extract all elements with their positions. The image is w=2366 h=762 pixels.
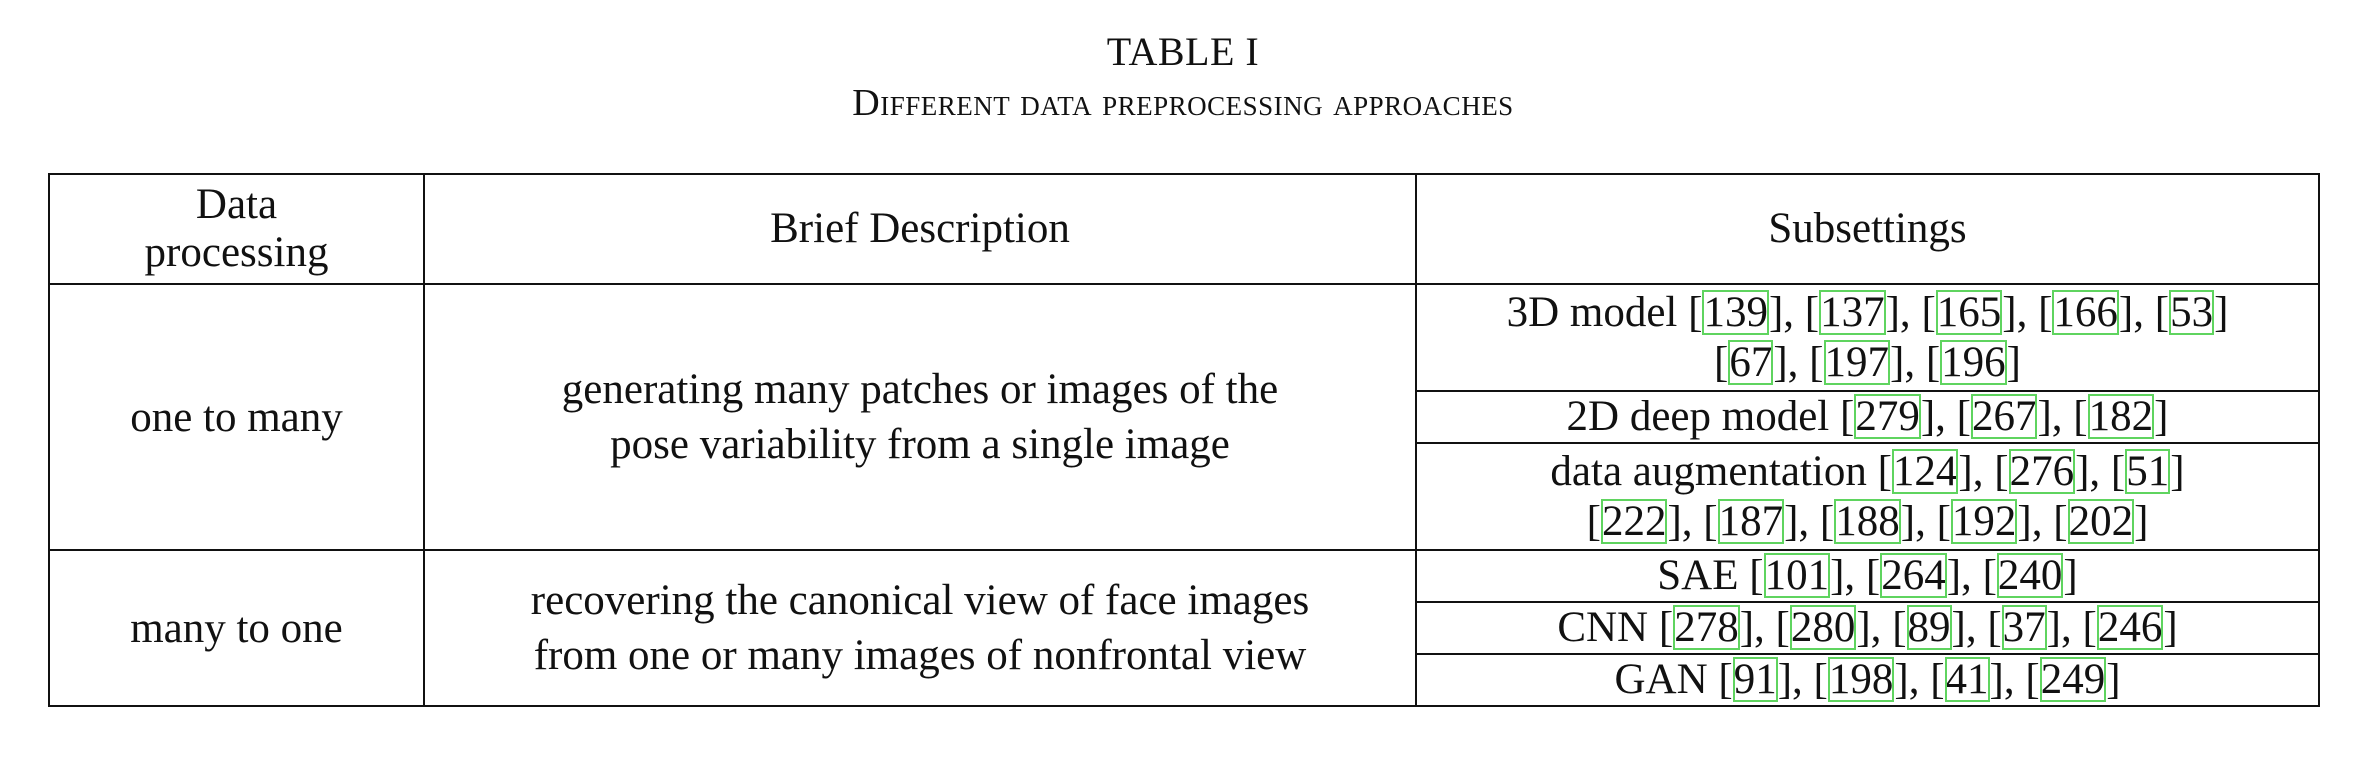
- header-line: Data: [195, 181, 278, 228]
- subsetting-label: 3D model: [1506, 288, 1678, 336]
- table-row: many to one recovering the canonical view…: [48, 549, 2320, 707]
- table-row: GAN [91], [198], [41], [249]: [49, 653, 2320, 707]
- citation-link[interactable]: 101: [1763, 552, 1831, 599]
- table-label: TABLE I: [1106, 29, 1260, 74]
- data-processing-cell: one to many: [48, 283, 425, 551]
- description-cell: recovering the canonical view of face im…: [423, 549, 1417, 707]
- citation-link[interactable]: 278: [1673, 604, 1740, 651]
- subsetting-cell: GAN [91], [198], [41], [249]: [1415, 653, 2320, 707]
- description-line: from one or many images of nonfrontal vi…: [533, 632, 1307, 679]
- table-body: one to many generating many patches or im…: [48, 283, 2320, 707]
- description-cell: generating many patches or images of the…: [423, 283, 1417, 551]
- citation-link[interactable]: 249: [2039, 656, 2107, 703]
- citation-link[interactable]: 264: [1880, 552, 1947, 599]
- citation-link[interactable]: 67: [1728, 338, 1774, 386]
- citation-link[interactable]: 197: [1823, 338, 1890, 386]
- citation-link[interactable]: 182: [2087, 393, 2155, 440]
- description-line: recovering the canonical view of face im…: [530, 577, 1310, 624]
- header-subsettings: Subsettings: [1415, 173, 2320, 285]
- header-line: processing: [144, 229, 329, 276]
- description-line: generating many patches or images of the: [561, 366, 1279, 413]
- citation-link[interactable]: 51: [2125, 447, 2171, 495]
- table-row: one to many generating many patches or im…: [48, 283, 2320, 551]
- citation-link[interactable]: 137: [1819, 288, 1886, 336]
- citation-link[interactable]: 267: [1970, 393, 2038, 440]
- table-title: Different data preprocessing approaches: [852, 82, 1514, 124]
- subsetting-cell: CNN [278], [280], [89], [37], [246]: [1415, 601, 2320, 655]
- table-row: data augmentation [124], [276], [51] [222…: [49, 442, 2320, 551]
- citation-link[interactable]: 196: [1940, 338, 2007, 386]
- citation-link[interactable]: 202: [2067, 497, 2135, 545]
- citation-link[interactable]: 276: [2008, 447, 2076, 495]
- citation-link[interactable]: 41: [1944, 656, 1990, 703]
- citation-link[interactable]: 89: [1906, 604, 1952, 651]
- subsetting-cell: 3D model [139], [137], [165], [166], [53…: [1415, 283, 2320, 392]
- citation-link[interactable]: 165: [1935, 288, 2003, 336]
- subsetting-cell: 2D deep model [279], [267], [182]: [1415, 390, 2320, 444]
- subsetting-cell: SAE [101], [264], [240]: [1415, 549, 2320, 603]
- citation-link[interactable]: 91: [1732, 656, 1778, 703]
- citation-link[interactable]: 166: [2052, 288, 2119, 336]
- table-row: CNN [278], [280], [89], [37], [246]: [49, 601, 2320, 655]
- citation-link[interactable]: 280: [1789, 604, 1857, 651]
- citation-link[interactable]: 222: [1600, 497, 1668, 545]
- subsetting-label: 2D deep model: [1566, 393, 1830, 440]
- citation-link[interactable]: 188: [1834, 497, 1901, 545]
- citation-link[interactable]: 240: [1996, 552, 2064, 599]
- citation-link[interactable]: 124: [1891, 447, 1959, 495]
- header-brief-description: Brief Description: [423, 173, 1417, 285]
- citation-link[interactable]: 37: [2001, 604, 2047, 651]
- preprocessing-table: Data processing Brief Description Subset…: [48, 173, 2320, 707]
- subsetting-cell: data augmentation [124], [276], [51] [222…: [1415, 442, 2320, 551]
- table-row: 2D deep model [279], [267], [182]: [49, 390, 2320, 444]
- subsetting-label: CNN: [1557, 604, 1649, 651]
- header-data-processing: Data processing: [48, 173, 425, 285]
- citation-link[interactable]: 53: [2169, 288, 2215, 336]
- subsetting-label: GAN: [1614, 656, 1708, 703]
- data-processing-cell: many to one: [48, 549, 425, 707]
- citation-link[interactable]: 187: [1717, 497, 1785, 545]
- header-row: Data processing Brief Description Subset…: [48, 173, 2320, 285]
- subsetting-label: SAE: [1657, 552, 1739, 599]
- citation-link[interactable]: 139: [1702, 288, 1769, 336]
- citation-link[interactable]: 192: [1950, 497, 2018, 545]
- subsetting-label: data augmentation: [1550, 447, 1867, 495]
- citation-link[interactable]: 279: [1854, 393, 1921, 440]
- citation-link[interactable]: 198: [1827, 656, 1895, 703]
- description-line: pose variability from a single image: [610, 421, 1230, 468]
- citation-link[interactable]: 246: [2096, 604, 2164, 651]
